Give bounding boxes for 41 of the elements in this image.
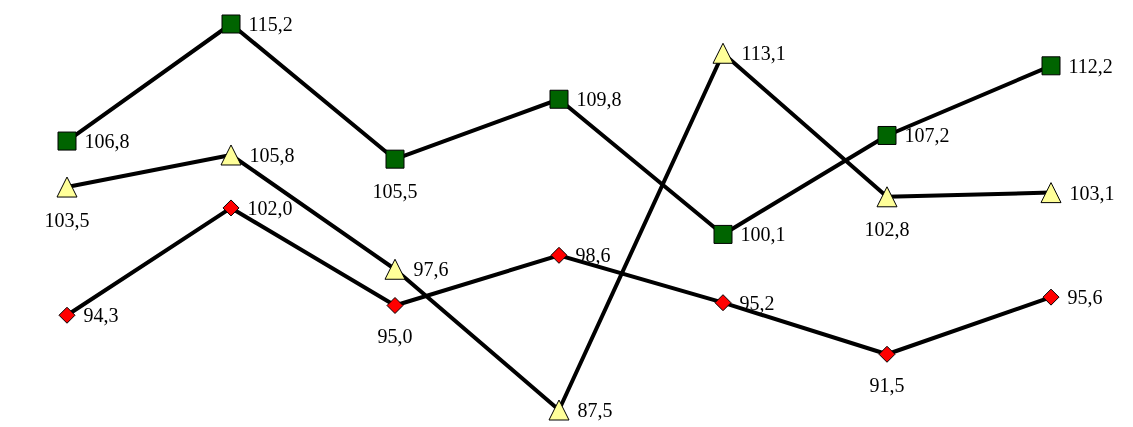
data-label: 95,6	[1067, 286, 1103, 309]
data-label: 97,6	[413, 258, 449, 281]
point	[384, 258, 406, 280]
point	[1042, 288, 1060, 306]
point	[876, 186, 898, 208]
data-label: 106,8	[84, 130, 130, 153]
point	[714, 294, 732, 312]
data-label: 102,8	[864, 218, 910, 241]
point	[549, 89, 569, 109]
data-label: 87,5	[577, 399, 613, 421]
data-label: 115,2	[248, 13, 293, 35]
data-label: 102,0	[247, 196, 293, 219]
data-label: 91,5	[869, 373, 905, 396]
point	[58, 306, 76, 324]
data-label: 105,5	[372, 179, 418, 202]
data-label: 103,1	[1069, 181, 1115, 204]
data-label: 113,1	[741, 42, 786, 65]
point	[713, 224, 733, 244]
point	[1040, 182, 1062, 204]
data-label: 100,1	[740, 223, 786, 246]
point	[1041, 56, 1061, 76]
point	[220, 144, 242, 166]
point	[878, 345, 896, 363]
point	[385, 149, 405, 169]
data-label: 98,6	[575, 244, 611, 267]
data-label: 94,3	[83, 304, 119, 327]
data-label: 105,8	[249, 143, 295, 166]
point	[550, 246, 568, 264]
point	[222, 199, 240, 217]
point	[386, 296, 404, 314]
data-label: 107,2	[904, 124, 950, 147]
data-label: 109,8	[576, 88, 622, 111]
data-label: 112,2	[1068, 54, 1113, 77]
data-label: 103,5	[44, 208, 90, 231]
point	[548, 399, 570, 421]
data-label: 95,0	[377, 324, 413, 347]
point	[56, 176, 78, 198]
point	[712, 42, 734, 64]
point	[57, 131, 77, 151]
point	[877, 125, 897, 145]
point	[221, 14, 241, 34]
